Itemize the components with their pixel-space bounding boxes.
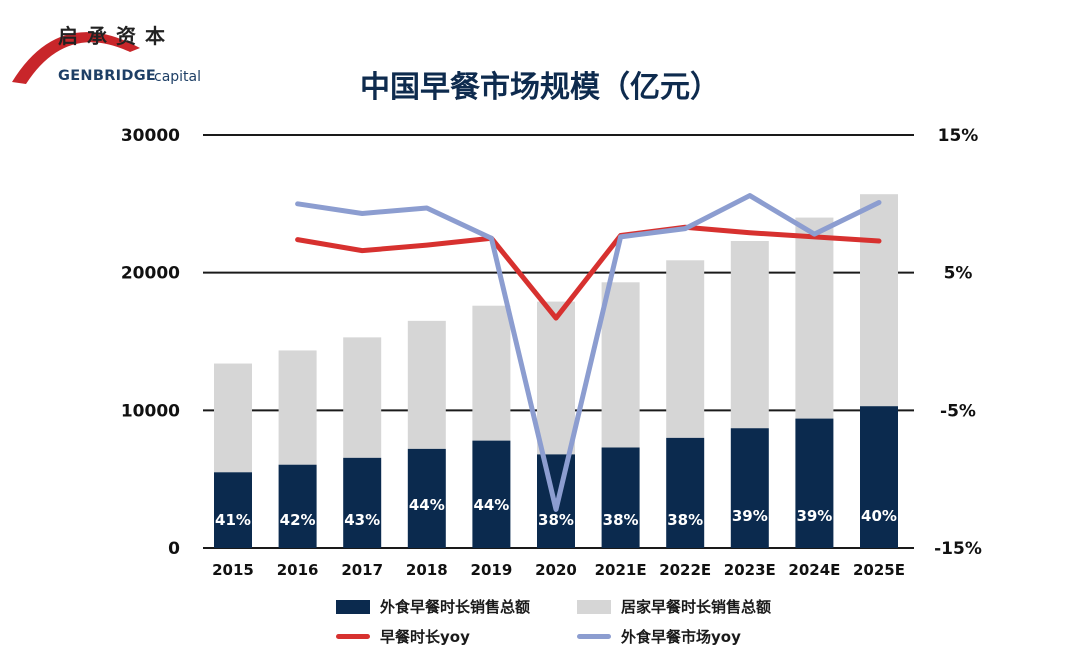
bar-share-label: 38% bbox=[667, 511, 703, 529]
bar-share-label: 39% bbox=[796, 507, 832, 525]
x-tick-label: 2017 bbox=[341, 561, 383, 579]
bar-share-label: 43% bbox=[344, 511, 380, 529]
bar-home-sales bbox=[472, 305, 511, 441]
axis-labels: 0 10000 20000 30000 -15% -5% 5% 15% 2015 2016 2017… bbox=[121, 126, 982, 579]
x-tick-label: 2019 bbox=[471, 561, 513, 579]
logo-english-name: GENBRIDGE bbox=[58, 68, 157, 84]
x-tick-label: 2018 bbox=[406, 561, 448, 579]
legend-swatch-home bbox=[577, 599, 611, 614]
bar-outdoor-sales bbox=[278, 464, 317, 548]
bar-outdoor-sales bbox=[214, 472, 252, 548]
x-tick-label: 2022E bbox=[659, 561, 711, 579]
bar-home-sales bbox=[214, 363, 252, 473]
legend-label-home: 居家早餐时长销售总额 bbox=[621, 598, 772, 616]
bar-outdoor-sales bbox=[730, 428, 769, 548]
legend-label-breakfast-yoy: 早餐时长yoy bbox=[380, 628, 470, 646]
bar-labels: 41% 42% 43% 44% 44% 38% 38% 38% 39% 39% 40% bbox=[215, 496, 897, 529]
x-tick-label: 2020 bbox=[535, 561, 577, 579]
bar-share-label: 44% bbox=[409, 496, 445, 514]
y-tick-label: 10000 bbox=[121, 401, 180, 421]
y2-tick-label: -15% bbox=[934, 539, 982, 559]
bar-outdoor-sales bbox=[666, 437, 705, 548]
bar-home-sales bbox=[407, 320, 446, 449]
x-tick-label: 2024E bbox=[788, 561, 840, 579]
bar-home-sales bbox=[860, 194, 898, 407]
y2-tick-label: -5% bbox=[940, 401, 976, 421]
legend-item-outdoor-yoy: 外食早餐市场yoy bbox=[577, 626, 741, 647]
x-tick-label: 2023E bbox=[724, 561, 776, 579]
bars bbox=[214, 194, 898, 548]
bar-share-label: 38% bbox=[538, 511, 574, 529]
market-size-chart: 41% 42% 43% 44% 44% 38% 38% 38% 39% 39% 40% 0 10000… bbox=[121, 126, 982, 579]
bar-home-sales bbox=[795, 217, 834, 419]
bar-home-sales bbox=[601, 282, 640, 448]
y2-tick-label: 5% bbox=[944, 264, 973, 284]
legend-label-outdoor: 外食早餐时长销售总额 bbox=[380, 598, 531, 616]
legend-swatch-outdoor bbox=[336, 599, 370, 614]
yoy-lines bbox=[295, 193, 882, 512]
bar-outdoor-sales bbox=[795, 418, 834, 548]
logo-chinese-name: 启承资本 bbox=[58, 24, 174, 48]
legend-swatch-breakfast-yoy bbox=[336, 634, 370, 639]
legend-label-outdoor-yoy: 外食早餐市场yoy bbox=[621, 628, 741, 646]
bar-outdoor-sales bbox=[860, 406, 898, 548]
bar-share-label: 39% bbox=[732, 507, 768, 525]
y-tick-label: 30000 bbox=[121, 126, 180, 146]
bar-home-sales bbox=[730, 241, 769, 429]
line-outdoor-yoy bbox=[295, 193, 882, 512]
legend-swatch-outdoor-yoy bbox=[577, 634, 611, 639]
bar-share-label: 42% bbox=[280, 511, 316, 529]
y2-tick-label: 15% bbox=[938, 126, 979, 146]
bar-home-sales bbox=[278, 350, 317, 465]
legend-item-breakfast-yoy: 早餐时长yoy bbox=[336, 626, 470, 647]
bar-outdoor-sales bbox=[407, 448, 446, 548]
bar-home-sales bbox=[537, 301, 575, 455]
legend-item-home-sales: 居家早餐时长销售总额 bbox=[577, 596, 771, 617]
bar-home-sales bbox=[666, 260, 705, 438]
bar-outdoor-sales bbox=[601, 447, 640, 548]
logo-english-suffix: capital bbox=[154, 69, 202, 85]
x-tick-label: 2015 bbox=[212, 561, 254, 579]
legend-item-outdoor-sales: 外食早餐时长销售总额 bbox=[336, 596, 530, 617]
y-tick-label: 20000 bbox=[121, 264, 180, 284]
bar-outdoor-sales bbox=[472, 440, 511, 548]
bar-share-label: 41% bbox=[215, 511, 251, 529]
bar-home-sales bbox=[343, 337, 382, 458]
genbridge-logo-arc bbox=[12, 32, 140, 84]
x-tick-label: 2025E bbox=[853, 561, 905, 579]
bar-share-label: 40% bbox=[861, 507, 897, 525]
line-breakfast-yoy bbox=[295, 224, 882, 321]
bar-outdoor-sales bbox=[343, 457, 382, 548]
y-tick-label: 0 bbox=[168, 539, 180, 559]
x-tick-label: 2021E bbox=[595, 561, 647, 579]
chart-title: 中国早餐市场规模（亿元） bbox=[360, 70, 720, 105]
bar-share-label: 44% bbox=[473, 496, 509, 514]
x-tick-label: 2016 bbox=[277, 561, 319, 579]
bar-share-label: 38% bbox=[603, 511, 639, 529]
